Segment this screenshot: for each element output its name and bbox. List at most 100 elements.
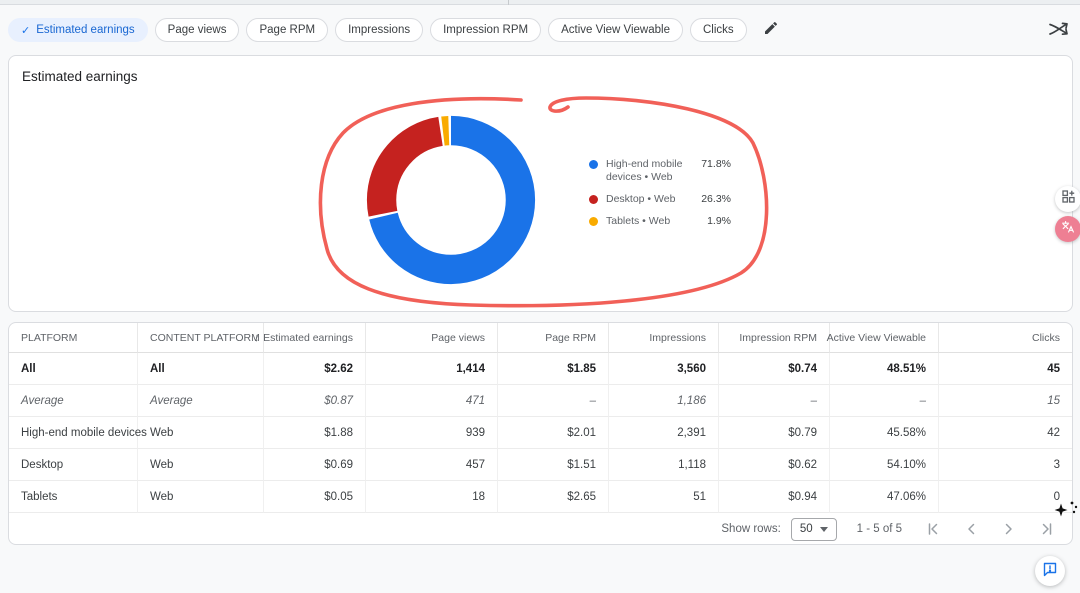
rows-per-page-select[interactable]: 50 <box>790 517 837 541</box>
header-clicks[interactable]: Clicks <box>939 323 1072 353</box>
legend-value: 26.3% <box>701 193 731 205</box>
header-page-views[interactable]: Page views <box>366 323 498 353</box>
table-cell: 939 <box>366 417 498 449</box>
next-page-button[interactable] <box>1000 520 1018 538</box>
table-cell: All <box>9 353 138 385</box>
table-cell: Web <box>138 417 264 449</box>
table-cell: 1,118 <box>609 449 719 481</box>
first-page-button[interactable] <box>924 520 942 538</box>
hand-drawn-annotation-loop <box>318 96 769 308</box>
metric-chips-row: ✓ Estimated earnings Page views Page RPM… <box>8 17 784 43</box>
table-cell: 45 <box>939 353 1072 385</box>
table-cell: $2.65 <box>498 481 609 513</box>
header-estimated-earnings[interactable]: ↓ Estimated earnings <box>254 323 366 353</box>
table-cell: $1.85 <box>498 353 609 385</box>
header-impression-rpm[interactable]: Impression RPM <box>719 323 830 353</box>
table-cell: – <box>830 385 939 417</box>
header-label: Page views <box>431 331 485 344</box>
donut-chart[interactable] <box>363 112 539 288</box>
chip-page-views[interactable]: Page views <box>154 18 240 42</box>
table-row: All All $2.62 1,414 $1.85 3,560 $0.74 48.51% 45 <box>9 353 1072 385</box>
legend-item: High-end mobile devices • Web 71.8% <box>589 158 731 184</box>
table-cell: Average <box>138 385 264 417</box>
last-page-button[interactable] <box>1038 520 1056 538</box>
crossed-trend-arrows-icon <box>1048 22 1070 42</box>
table-cell: Web <box>138 481 264 513</box>
table-cell: 3 <box>939 449 1072 481</box>
legend-label: Tablets • Web <box>606 215 671 227</box>
table-cell: 54.10% <box>830 449 939 481</box>
table-cell: Web <box>138 449 264 481</box>
legend-dot-red-icon <box>589 195 598 204</box>
top-strip-divider <box>508 0 509 5</box>
table-cell: All <box>138 353 264 385</box>
legend-dot-yellow-icon <box>589 217 598 226</box>
chip-label: Active View Viewable <box>561 24 670 36</box>
table-cell: 3,560 <box>609 353 719 385</box>
first-page-icon <box>928 523 938 535</box>
header-platform[interactable]: PLATFORM <box>9 323 138 353</box>
table-cell: 47.06% <box>830 481 939 513</box>
header-label: Clicks <box>1032 331 1060 344</box>
translate-button[interactable] <box>1055 216 1080 242</box>
header-impressions[interactable]: Impressions <box>609 323 719 353</box>
table-cell: 15 <box>939 385 1072 417</box>
header-label: Estimated earnings <box>263 331 353 344</box>
edit-metrics-button[interactable] <box>758 17 784 43</box>
feedback-button[interactable] <box>1035 556 1065 586</box>
legend-item: Desktop • Web 26.3% <box>589 193 731 206</box>
header-label: Page RPM <box>545 331 596 344</box>
chip-impressions[interactable]: Impressions <box>335 18 424 42</box>
sort-desc-icon: ↓ <box>253 331 260 344</box>
table-row: Average Average $0.87 471–1,186– –15 <box>9 385 1072 417</box>
table-cell: 471 <box>366 385 498 417</box>
legend-label: Desktop • Web <box>606 193 676 205</box>
chip-label: Estimated earnings <box>36 24 135 36</box>
dashboard-add-icon <box>1061 190 1075 208</box>
chip-label: Page RPM <box>259 24 316 36</box>
last-page-icon <box>1042 523 1052 535</box>
table-cell: $0.05 <box>264 481 366 513</box>
chip-label: Impressions <box>348 24 411 36</box>
table-footer: Show rows: 50 1 - 5 of 5 <box>9 513 1072 544</box>
table-cell: $1.88 <box>264 417 366 449</box>
top-strip <box>0 0 1080 5</box>
chip-active-view-viewable[interactable]: Active View Viewable <box>548 18 683 42</box>
pencil-icon <box>763 20 779 41</box>
feedback-bubble-icon <box>1042 561 1058 582</box>
header-label: PLATFORM <box>21 331 78 344</box>
header-label: Impressions <box>649 331 706 344</box>
table-cell: High-end mobile devices <box>9 417 147 449</box>
header-active-view-viewable[interactable]: Active View Viewable <box>827 323 939 353</box>
table-cell: $0.87 <box>264 385 366 417</box>
chip-estimated-earnings[interactable]: ✓ Estimated earnings <box>8 18 148 42</box>
table-cell: 457 <box>366 449 498 481</box>
sparkle-cursor-icon <box>1051 497 1079 524</box>
chip-label: Page views <box>167 24 227 36</box>
table-cell: $0.74 <box>719 353 830 385</box>
table-cell: 18 <box>366 481 498 513</box>
chip-page-rpm[interactable]: Page RPM <box>246 18 329 42</box>
toggle-chart-button[interactable] <box>1048 20 1070 38</box>
legend-label: High-end mobile devices • Web <box>606 158 683 183</box>
chart-card-title: Estimated earnings <box>22 69 138 84</box>
chip-impression-rpm[interactable]: Impression RPM <box>430 18 542 42</box>
table-cell: Average <box>9 385 138 417</box>
add-widget-button[interactable] <box>1055 186 1080 212</box>
chip-clicks[interactable]: Clicks <box>689 18 747 42</box>
table-row: Desktop Web $0.69 457 $1.51 1,118 $0.62 54.10% 3 <box>9 449 1072 481</box>
table-cell: $1.51 <box>498 449 609 481</box>
table-cell: $2.62 <box>264 353 366 385</box>
table-cell: 51 <box>609 481 719 513</box>
table-cell: 42 <box>939 417 1072 449</box>
table-cell: 45.58% <box>830 417 939 449</box>
header-content-platform[interactable]: CONTENT PLATFORM <box>138 323 264 353</box>
pagination-range-label: 1 - 5 of 5 <box>856 523 902 535</box>
table-body: All All $2.62 1,414 $1.85 3,560 $0.74 48.51% 45 A… <box>9 353 1072 513</box>
table-cell: – <box>498 385 609 417</box>
chart-legend: High-end mobile devices • Web 71.8% Desk… <box>589 158 731 237</box>
previous-page-button[interactable] <box>962 520 980 538</box>
header-page-rpm[interactable]: Page RPM <box>498 323 609 353</box>
table-cell: $0.79 <box>719 417 830 449</box>
rows-per-page-value: 50 <box>799 523 813 535</box>
